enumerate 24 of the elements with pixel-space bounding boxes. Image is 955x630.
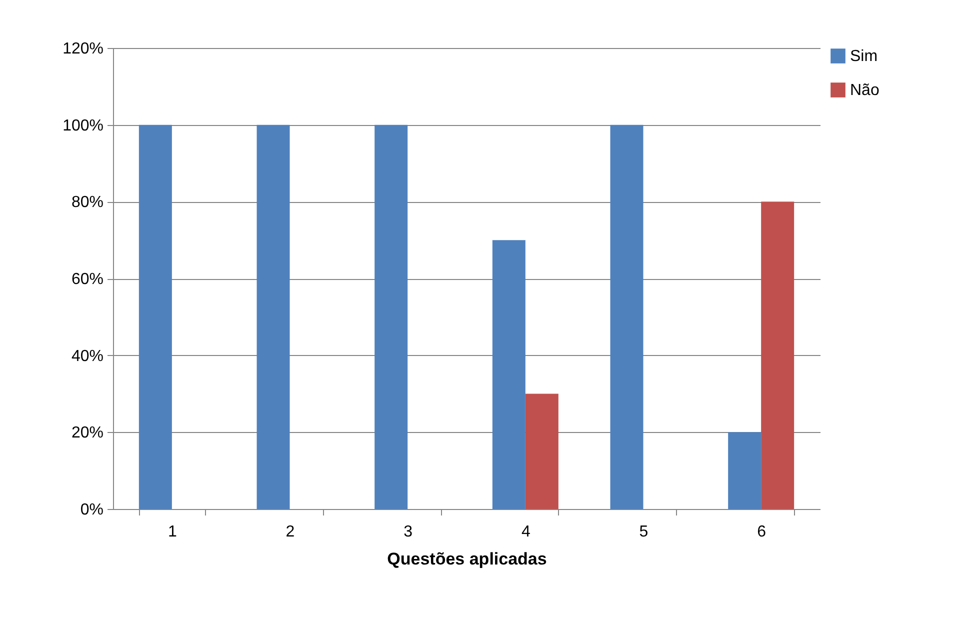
x-tick-label: 4 (521, 524, 530, 540)
bar (525, 394, 558, 509)
x-tick-label: 3 (404, 524, 413, 540)
y-tick-label: 80% (71, 194, 104, 212)
y-tick-label: 40% (71, 348, 104, 365)
legend-label: Sim (850, 48, 878, 65)
y-tick-label: 20% (71, 424, 104, 442)
bar (610, 124, 644, 509)
bar (374, 124, 408, 509)
y-tick-label: 0% (80, 502, 104, 518)
x-tick-label: 6 (757, 524, 766, 540)
bar (256, 124, 290, 509)
bar (728, 432, 762, 509)
legend-label: Não (850, 82, 880, 99)
bar (492, 240, 526, 509)
bar (761, 202, 794, 509)
x-tick-label: 5 (639, 524, 648, 540)
x-tick-label: 2 (286, 524, 295, 540)
y-tick-label: 60% (71, 271, 104, 288)
y-tick-label: 120% (62, 40, 104, 58)
x-axis-title: Questões aplicadas (387, 550, 547, 568)
y-tick-label: 100% (62, 117, 104, 134)
x-tick-label: 1 (168, 524, 177, 540)
bar (138, 124, 172, 509)
